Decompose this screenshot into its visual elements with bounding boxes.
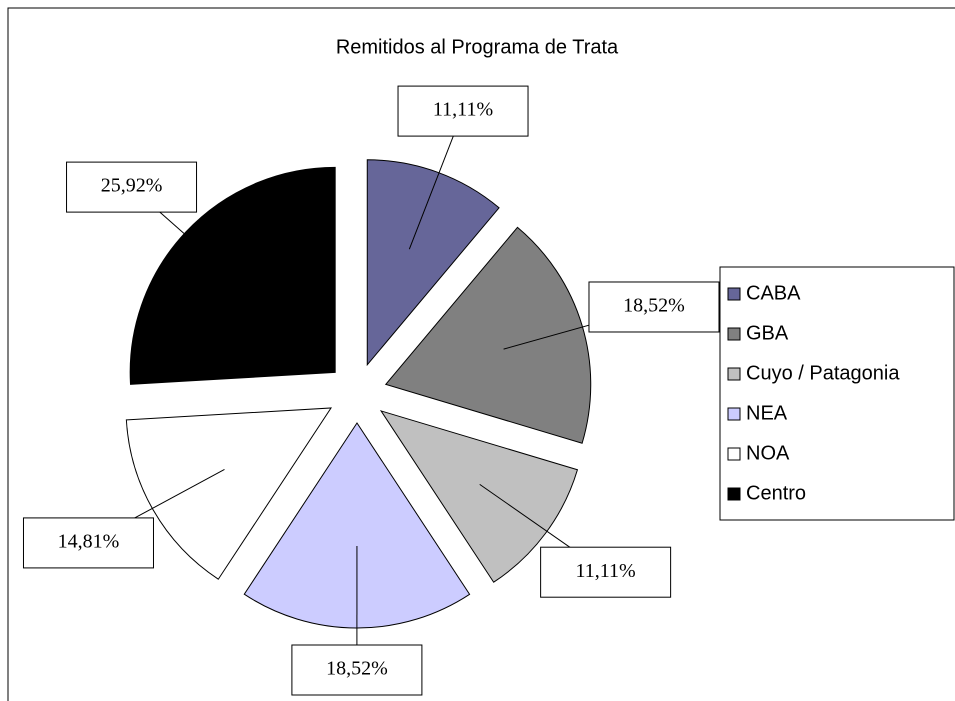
legend-swatch: [727, 447, 741, 461]
frame: [7, 7, 955, 701]
legend-box: [719, 266, 955, 521]
label-box: [291, 644, 423, 696]
legend-swatch: [727, 327, 741, 341]
data-label: 25,92%: [101, 175, 163, 197]
data-label: 11,11%: [576, 560, 636, 582]
legend-label: Centro: [746, 482, 806, 504]
label-box: [397, 85, 529, 137]
legend-label: GBA: [746, 322, 789, 344]
legend-swatch: [727, 287, 741, 301]
legend-label: NEA: [746, 402, 788, 424]
label-box: [22, 517, 154, 569]
label-box: [66, 161, 198, 213]
pie-slice: [125, 407, 332, 580]
chart-title: Remitidos al Programa de Trata: [336, 36, 619, 58]
data-label: 18,52%: [623, 295, 685, 317]
legend-label: CABA: [746, 282, 801, 304]
legend-swatch: [727, 407, 741, 421]
legend-label: Cuyo / Patagonia: [746, 362, 900, 384]
data-label: 14,81%: [58, 531, 120, 553]
label-box: [540, 546, 672, 598]
legend-swatch: [727, 487, 741, 501]
pie-slice: [366, 159, 500, 367]
label-box: [588, 281, 720, 333]
pie-slice: [379, 410, 579, 583]
data-label: 18,52%: [326, 658, 388, 680]
legend-label: NOA: [746, 442, 790, 464]
data-label: 11,11%: [433, 99, 493, 121]
legend-swatch: [727, 367, 741, 381]
pie-slice: [384, 226, 592, 444]
